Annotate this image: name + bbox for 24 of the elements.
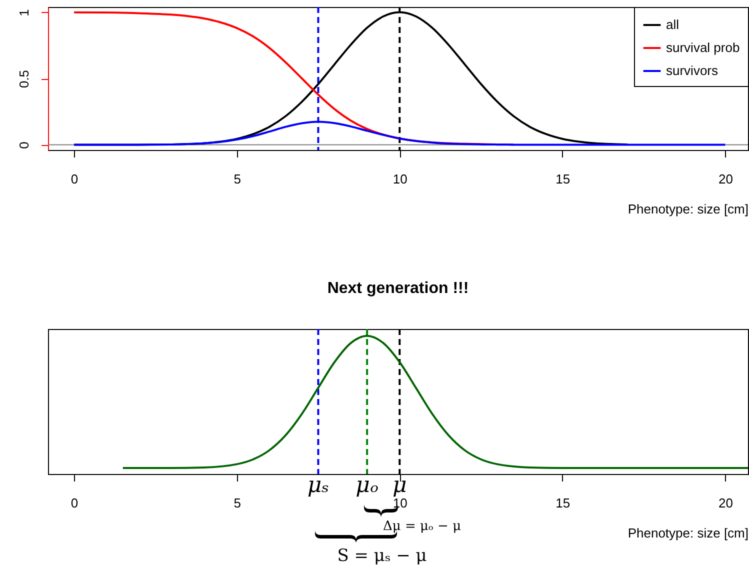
text: S = μₛ − μ	[337, 546, 427, 566]
legend-label: all	[666, 17, 680, 32]
ref-line-label: μₛ	[307, 473, 330, 498]
x-tick-label: 15	[556, 172, 570, 186]
legend-label: survival prob	[666, 40, 740, 55]
x-tick-label: 10	[392, 496, 408, 510]
x-tick-label: 10	[392, 172, 408, 186]
chart-title: Next generation !!!	[327, 280, 469, 297]
legend-label: survivors	[666, 63, 719, 78]
x-tick-label: 5	[234, 172, 241, 186]
x-tick-label: 0	[70, 496, 78, 510]
y-tick-label: 0.5	[16, 70, 32, 88]
y-tick-label: 0	[16, 142, 32, 149]
ref-line-label: μₒ	[356, 473, 378, 498]
text: Δμ = μₒ − μ	[382, 519, 462, 534]
x-tick-label: 0	[70, 172, 78, 186]
x-tick-label: 20	[718, 496, 733, 510]
y-tick-label: 1	[16, 9, 32, 16]
x-tick-label: 5	[234, 496, 241, 510]
x-axis-title: Phenotype: size [cm]	[628, 202, 748, 216]
x-tick-label: 15	[556, 496, 570, 510]
x-axis-title: Phenotype: size [cm]	[628, 526, 748, 540]
x-tick-label: 20	[718, 172, 733, 186]
ref-line-label: μ	[392, 473, 407, 498]
